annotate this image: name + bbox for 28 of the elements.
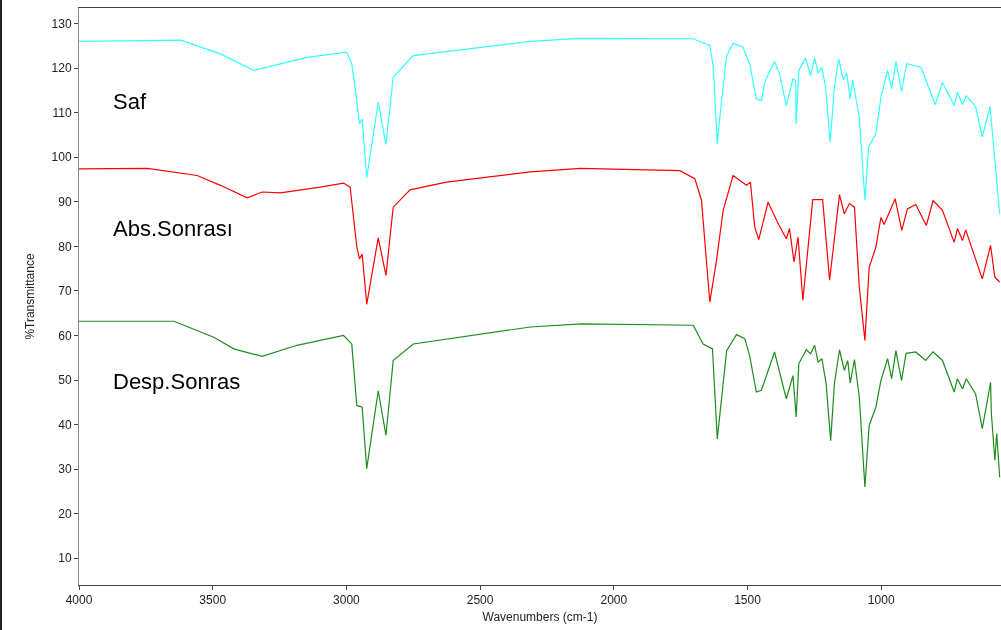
series-label: Desp.Sonras xyxy=(113,369,241,394)
y-axis-title: %Transmittance xyxy=(22,253,37,340)
y-tick-label: 70 xyxy=(58,284,72,299)
line-series xyxy=(79,37,1001,215)
x-tick-label: 2500 xyxy=(466,593,494,608)
line-series xyxy=(79,320,1001,488)
y-tick-label: 10 xyxy=(58,551,72,566)
x-tick-label: 1500 xyxy=(734,593,762,608)
x-tick-label: 4000 xyxy=(65,593,93,608)
y-tick-label: 20 xyxy=(58,506,72,521)
x-tick-label: 3500 xyxy=(199,593,227,608)
x-tick-label: 2000 xyxy=(600,593,628,608)
y-tick-label: 60 xyxy=(58,328,72,343)
x-tick-label: 3000 xyxy=(333,593,361,608)
y-tick-label: 100 xyxy=(51,150,72,165)
y-tick-label: 130 xyxy=(51,16,72,31)
y-tick-label: 40 xyxy=(58,417,72,432)
y-tick-label: 80 xyxy=(58,239,72,254)
y-tick-label: 120 xyxy=(51,61,72,76)
line-series xyxy=(79,167,1001,341)
y-tick-label: 90 xyxy=(58,195,72,210)
x-tick-label: 1000 xyxy=(867,593,895,608)
text: Saf xyxy=(113,89,147,114)
x-axis-title: Wavenumbers (cm-1) xyxy=(482,610,598,625)
y-tick-label: 110 xyxy=(52,105,72,120)
series-label: Abs.Sonrası xyxy=(113,216,233,241)
y-tick-label: 30 xyxy=(58,462,72,477)
y-tick-label: 50 xyxy=(58,373,72,388)
